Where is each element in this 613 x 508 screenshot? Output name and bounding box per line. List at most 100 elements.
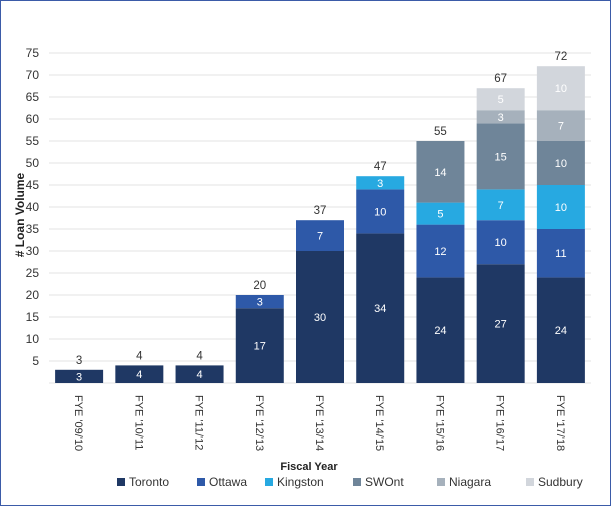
legend-swatch	[197, 478, 205, 486]
legend-label: Ottawa	[209, 475, 247, 489]
segment-value-label: 7	[558, 121, 564, 133]
segment-value-label: 30	[314, 312, 326, 324]
legend-item-niagara: Niagara	[437, 475, 491, 489]
segment-value-label: 4	[196, 369, 202, 381]
x-tick-label: FYE '16/'17	[494, 395, 506, 451]
bar-total-label: 20	[253, 280, 266, 292]
x-tick-label: FYE '14/'15	[373, 395, 385, 451]
segment-value-label: 24	[555, 325, 567, 337]
bar-total-label: 4	[196, 350, 203, 362]
x-tick-label: FYE '11/'12	[193, 395, 205, 450]
bar-segment-kingston	[536, 185, 585, 229]
bar-stack: 27 10 7 15 3 5 67	[476, 73, 525, 383]
legend-swatch	[353, 478, 361, 486]
y-tick-label: 65	[26, 90, 40, 104]
bar-total-label: 72	[554, 51, 567, 63]
segment-value-label: 3	[498, 112, 504, 124]
legend-item-sudbury: Sudbury	[526, 475, 583, 489]
legend-swatch	[526, 478, 534, 486]
bar-segment-toronto	[55, 369, 104, 383]
bar-total-label: 3	[76, 355, 82, 367]
bar-segment-toronto	[235, 308, 284, 383]
y-tick-label: 50	[26, 156, 40, 170]
segment-value-label: 10	[555, 83, 567, 95]
y-tick-label: 35	[26, 222, 40, 236]
segment-value-label: 27	[495, 319, 507, 331]
legend-label: Sudbury	[538, 475, 583, 489]
legend-swatch	[117, 478, 125, 486]
bar-segment-kingston	[416, 202, 465, 225]
legend: Toronto Ottawa Kingston SWOnt Niagara Sudbury	[117, 475, 583, 489]
segment-value-label: 10	[555, 202, 567, 214]
bar-segment-ottawa	[416, 224, 465, 278]
bar-segment-swont	[476, 123, 525, 190]
segment-value-label: 7	[317, 231, 323, 243]
y-tick-label: 5	[32, 354, 39, 368]
x-axis-label: Fiscal Year	[280, 461, 338, 473]
segment-value-label: 10	[495, 237, 507, 249]
legend-label: Kingston	[277, 475, 324, 489]
y-tick-label: 75	[26, 46, 40, 60]
legend-label: SWOnt	[365, 475, 404, 489]
bar-segment-toronto	[536, 277, 585, 383]
y-axis-ticks: 5 10 15 20 25 30 35 40 45 50 55 60 65 70 75	[26, 46, 40, 368]
y-tick-label: 45	[26, 178, 40, 192]
segment-value-label: 10	[555, 158, 567, 170]
x-tick-label: FYE '13/'14	[313, 395, 325, 451]
y-axis-label: # Loan Volume	[13, 172, 27, 257]
bar-stack: 44	[175, 350, 224, 383]
segment-value-label: 3	[377, 178, 383, 190]
segment-value-label: 10	[374, 206, 386, 218]
segment-value-label: 5	[437, 209, 443, 221]
bar-total-label: 37	[314, 205, 327, 217]
y-tick-label: 25	[26, 266, 40, 280]
x-tick-label: FYE '17/'18	[554, 395, 566, 451]
segment-value-label: 3	[76, 371, 82, 383]
x-tick-label: FYE '09/'10	[72, 395, 84, 451]
segment-value-label: 7	[498, 200, 504, 212]
legend-swatch	[265, 478, 273, 486]
bar-stack: 24 11 10 10 7 10 72	[536, 51, 585, 383]
bar-segment-ottawa	[235, 295, 284, 309]
legend-swatch	[437, 478, 445, 486]
legend-item-toronto: Toronto	[117, 475, 169, 489]
bar-stack: 33	[55, 355, 104, 383]
bar-segment-toronto	[476, 264, 525, 383]
bar-segment-toronto	[115, 365, 164, 383]
y-tick-label: 60	[26, 112, 40, 126]
y-tick-label: 10	[26, 332, 40, 346]
y-tick-label: 40	[26, 200, 40, 214]
bar-stack: 17 3 20	[235, 280, 284, 383]
legend-item-ottawa: Ottawa	[197, 475, 247, 489]
x-axis-ticks: FYE '09/'10 FYE '10/'11 FYE '11/'12 FYE '12…	[72, 395, 566, 451]
bar-segment-niagara	[536, 110, 585, 141]
bars: 3344441732030737341034724125145527107153…	[55, 51, 585, 383]
segment-value-label: 14	[434, 167, 446, 179]
y-tick-label: 30	[26, 244, 40, 258]
bar-total-label: 67	[494, 73, 507, 85]
legend-label: Niagara	[449, 475, 491, 489]
x-tick-label: FYE '10/'11	[132, 395, 144, 450]
bar-segment-ottawa	[356, 189, 405, 234]
y-tick-label: 15	[26, 310, 40, 324]
bar-total-label: 47	[374, 161, 387, 173]
legend-item-swont: SWOnt	[353, 475, 404, 489]
bar-segment-sudbury	[536, 66, 585, 111]
bar-segment-toronto	[356, 233, 405, 383]
bar-segment-toronto	[175, 365, 224, 383]
segment-value-label: 5	[498, 94, 504, 106]
x-tick-label: FYE '15/'16	[433, 395, 445, 451]
bar-segment-kingston	[356, 176, 405, 190]
bar-segment-ottawa	[536, 229, 585, 278]
y-tick-label: 55	[26, 134, 40, 148]
bar-segment-toronto	[416, 277, 465, 383]
bar-stack: 30 7 37	[296, 205, 344, 383]
y-tick-label: 20	[26, 288, 40, 302]
segment-value-label: 11	[555, 248, 566, 260]
segment-value-label: 4	[136, 369, 142, 381]
legend-label: Toronto	[129, 475, 169, 489]
segment-value-label: 24	[434, 325, 446, 337]
legend-item-kingston: Kingston	[265, 475, 324, 489]
